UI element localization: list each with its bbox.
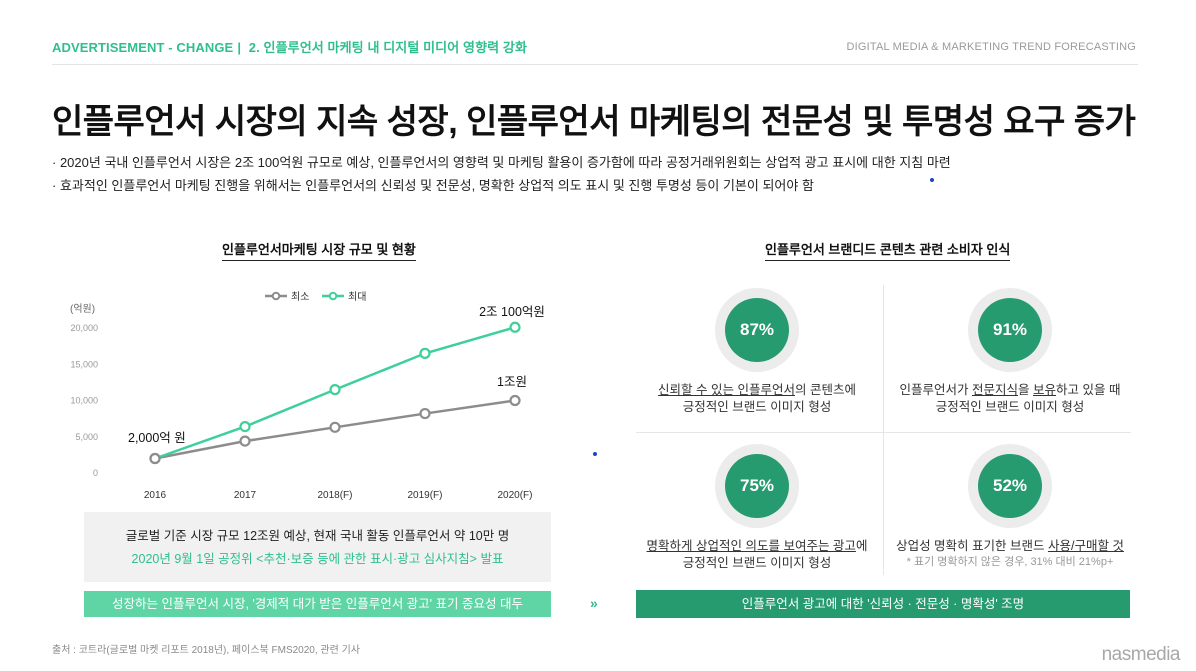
stat-text-line2: 긍정적인 브랜드 이미지 형성 [682, 400, 832, 414]
annotation-max-end: 2조 100억원 [479, 305, 545, 319]
data-point-min [329, 421, 341, 433]
stat-text-line2: 긍정적인 브랜드 이미지 형성 [935, 400, 1085, 414]
stat-text: 상업성 명확히 표기한 브랜드 [896, 539, 1048, 553]
percent-value: 91% [978, 298, 1042, 362]
y-tick-label: 10,000 [70, 396, 98, 406]
stat-cell-trust: 87% 신뢰할 수 있는 인플루언서의 콘텐츠에 긍정적인 브랜드 이미지 형성 [633, 288, 881, 416]
bullet-list: 2020년 국내 인플루언서 시장은 2조 100억원 규모로 예상, 인플루언… [52, 151, 951, 197]
bullet-item: 2020년 국내 인플루언서 시장은 2조 100억원 규모로 예상, 인플루언… [52, 151, 951, 174]
annotation-min-end: 1조원 [497, 375, 527, 389]
x-tick-label: 2018(F) [317, 490, 352, 501]
source-note: 출처 : 코트라(글로벌 마켓 리포트 2018년), 페이스북 FMS2020… [52, 645, 361, 656]
percent-ring: 87% [715, 288, 799, 372]
data-point-min [149, 452, 161, 465]
header-breadcrumb: ADVERTISEMENT - CHANGE | 2. 인플루언서 마케팅 내 디… [52, 37, 527, 56]
x-tick-label: 2019(F) [407, 490, 442, 501]
grid-divider-horizontal [636, 432, 1131, 433]
annotation-start: 2,000억 원 [128, 431, 186, 445]
stat-cell-purchase: 52% 상업성 명확히 표기한 브랜드 사용/구매할 것 * 표기 명확하지 않… [886, 444, 1134, 570]
percent-value: 52% [978, 454, 1042, 518]
stat-description: 신뢰할 수 있는 인플루언서의 콘텐츠에 긍정적인 브랜드 이미지 형성 [633, 382, 881, 416]
stat-text: 에 [855, 539, 868, 553]
data-point-max [509, 321, 521, 333]
data-point-max [239, 421, 251, 433]
legend-marker [328, 291, 338, 301]
stat-text: 의 콘텐츠에 [794, 383, 856, 397]
decorative-dot [930, 178, 934, 182]
stat-text: 인플루언서가 [899, 383, 972, 397]
stat-text-line2: 긍정적인 브랜드 이미지 형성 [682, 556, 832, 570]
bullet-item: 효과적인 인플루언서 마케팅 진행을 위해서는 인플루언서의 신뢰성 및 전문성… [52, 174, 951, 197]
data-point-max [419, 347, 431, 359]
left-section-title: 인플루언서마케팅 시장 규모 및 현황 [222, 239, 416, 261]
y-tick-label: 15,000 [70, 359, 98, 369]
y-tick-label: 20,000 [70, 323, 98, 333]
y-tick-label: 5,000 [75, 432, 98, 442]
x-tick-label: 2017 [234, 490, 257, 501]
y-tick-label: 0 [93, 468, 98, 478]
info-line-2: 2020년 9월 1일 공정위 <추천·보증 등에 관한 표시·광고 심사지침>… [131, 552, 504, 566]
percent-value: 75% [725, 454, 789, 518]
header-separator: | [237, 40, 242, 55]
stat-highlight: 명확하게 상업적인 의도를 보여주는 광고 [646, 539, 856, 553]
decorative-dot [593, 452, 597, 456]
double-arrow-icon: » [590, 595, 598, 611]
market-info-box: 글로벌 기준 시장 규모 12조원 예상, 현재 국내 활동 인플루언서 약 1… [84, 512, 551, 582]
percent-ring: 91% [968, 288, 1052, 372]
data-point-min [419, 407, 431, 420]
stat-cell-expertise: 91% 인플루언서가 전문지식을 보유하고 있을 때 긍정적인 브랜드 이미지 … [886, 288, 1134, 416]
header-right-label: DIGITAL MEDIA & MARKETING TREND FORECAST… [846, 41, 1136, 53]
stat-highlight: 전문지식 [972, 383, 1019, 397]
stat-highlight: 사용/구매할 것 [1047, 539, 1124, 553]
stat-description: 명확하게 상업적인 의도를 보여주는 광고에 긍정적인 브랜드 이미지 형성 [633, 538, 881, 572]
header-category: ADVERTISEMENT - CHANGE [52, 40, 234, 55]
brand-logo: nasmedia [1101, 644, 1181, 665]
percent-ring: 75% [715, 444, 799, 528]
left-summary-bar: 성장하는 인플루언서 시장, '경제적 대가 받은 인플루언서 광고' 표기 중… [84, 591, 551, 617]
data-point-max [329, 384, 341, 396]
percent-value: 87% [725, 298, 789, 362]
x-tick-label: 2020(F) [497, 490, 532, 501]
legend-label: 최대 [348, 291, 366, 303]
stat-description: 인플루언서가 전문지식을 보유하고 있을 때 긍정적인 브랜드 이미지 형성 [886, 382, 1134, 416]
page-title: 인플루언서 시장의 지속 성장, 인플루언서 마케팅의 전문성 및 투명성 요구… [52, 103, 1136, 141]
y-axis-unit-label: (억원) [70, 303, 95, 315]
data-point-min [239, 435, 251, 447]
legend-label: 최소 [291, 291, 309, 303]
stat-highlight: 신뢰할 수 있는 인플루언서 [658, 383, 795, 397]
legend-marker [271, 291, 281, 301]
header-section: 2. 인플루언서 마케팅 내 디지털 미디어 영향력 강화 [248, 40, 528, 55]
percent-ring: 52% [968, 444, 1052, 528]
grid-divider-vertical [883, 285, 884, 575]
right-summary-bar: 인플루언서 광고에 대한 '신뢰성 · 전문성 · 명확성' 조명 [636, 590, 1130, 618]
right-section-title: 인플루언서 브랜디드 콘텐츠 관련 소비자 인식 [765, 239, 1011, 261]
stat-footnote: * 표기 명확하지 않은 경우, 31% 대비 21%p+ [906, 556, 1114, 568]
header-divider [52, 64, 1138, 65]
data-point-min [509, 394, 521, 407]
stat-highlight: 보유 [1033, 383, 1057, 397]
market-size-line-chart: (억원) 0 5,000 10,000 15,000 20,000 2016 2017 2018… [70, 291, 545, 501]
stat-text: 을 [1018, 383, 1033, 397]
stat-cell-clarity: 75% 명확하게 상업적인 의도를 보여주는 광고에 긍정적인 브랜드 이미지 … [633, 444, 881, 572]
info-line-1: 글로벌 기준 시장 규모 12조원 예상, 현재 국내 활동 인플루언서 약 1… [125, 529, 510, 543]
x-tick-label: 2016 [144, 490, 167, 501]
stat-description: 상업성 명확히 표기한 브랜드 사용/구매할 것 [886, 538, 1134, 555]
stat-text: 하고 있을 때 [1056, 383, 1121, 397]
